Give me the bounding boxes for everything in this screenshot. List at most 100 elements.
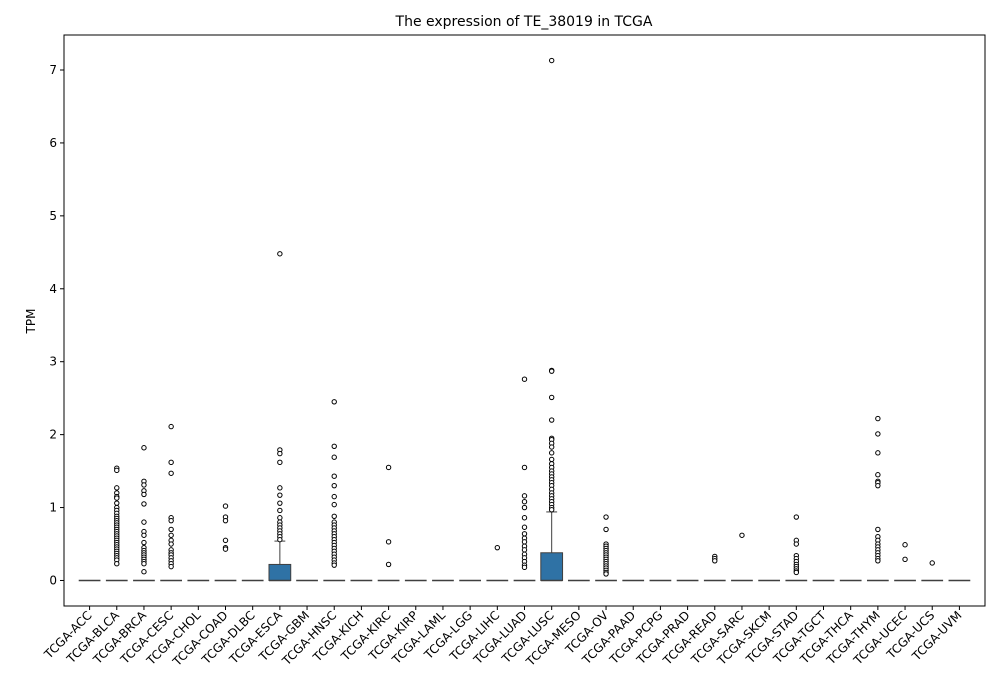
outlier-point	[222, 546, 229, 552]
box-group	[214, 503, 237, 582]
outlier-point	[114, 485, 120, 491]
box-group	[731, 532, 753, 582]
outlier-point	[875, 558, 881, 564]
outlier-point	[277, 450, 283, 457]
x-axis: TCGA-ACCTCGA-BLCATCGA-BRCATCGA-CESCTCGA-…	[41, 606, 965, 669]
y-tick-label: 3	[49, 355, 57, 369]
y-tick-label: 1	[49, 501, 57, 515]
outlier-point	[521, 499, 528, 505]
outlier-point	[114, 500, 120, 506]
outlier-point	[875, 431, 881, 437]
outlier-point	[331, 513, 337, 520]
outlier-point	[141, 491, 147, 498]
outlier-point	[277, 500, 283, 506]
outlier-point	[141, 482, 147, 488]
outlier-point	[385, 464, 392, 471]
outlier-point	[603, 571, 609, 577]
box-group	[785, 514, 808, 582]
outlier-point	[494, 544, 501, 551]
outlier-point	[603, 514, 609, 520]
outlier-point	[331, 399, 337, 405]
outlier-point	[521, 515, 528, 521]
box-group	[377, 464, 400, 582]
outlier-point	[603, 526, 609, 533]
outlier-point	[521, 539, 528, 545]
outlier-point	[277, 515, 283, 521]
outlier-point	[521, 376, 528, 382]
outlier-point	[548, 57, 555, 64]
outlier-point	[548, 456, 555, 463]
box-group	[513, 376, 536, 582]
outlier-point	[168, 517, 174, 524]
outlier-point	[277, 536, 283, 543]
y-tick-label: 6	[49, 136, 57, 150]
outlier-point	[277, 492, 283, 498]
outlier-point	[875, 415, 881, 422]
box-group	[540, 57, 564, 582]
box-group	[894, 542, 916, 582]
box-group	[160, 423, 183, 582]
outlier-point	[793, 569, 800, 576]
outlier-point	[548, 394, 555, 401]
outlier-point	[902, 556, 908, 563]
outlier-point	[141, 501, 147, 507]
outlier-point	[875, 526, 881, 533]
outlier-point	[141, 539, 147, 546]
outlier-point	[521, 547, 528, 553]
outlier-point	[331, 473, 337, 479]
outlier-point	[385, 561, 392, 568]
box-group	[105, 465, 128, 582]
box-rect	[268, 563, 292, 581]
outlier-point	[521, 524, 528, 530]
outlier-point	[385, 539, 392, 545]
outlier-point	[521, 464, 528, 471]
y-tick-label: 7	[49, 63, 57, 77]
box-group	[921, 560, 944, 582]
outlier-point	[548, 368, 555, 374]
outlier-point	[114, 495, 120, 501]
chart-title: The expression of TE_38019 in TCGA	[395, 14, 653, 30]
box-group	[323, 399, 346, 582]
outlier-point	[739, 532, 745, 538]
outlier-point	[277, 251, 283, 257]
outlier-point	[548, 507, 555, 513]
y-tick-label: 4	[49, 282, 57, 296]
outlier-point	[521, 531, 528, 537]
outlier-point	[141, 519, 147, 525]
box-group	[866, 415, 889, 582]
outlier-point	[277, 507, 283, 514]
outlier-point	[521, 564, 528, 571]
plot-area	[63, 34, 986, 607]
boxes	[78, 57, 971, 582]
y-tick-label: 5	[49, 209, 57, 223]
outlier-point	[141, 532, 147, 538]
box-group	[268, 251, 292, 582]
outlier-point	[141, 561, 147, 567]
outlier-point	[875, 450, 881, 456]
outlier-point	[875, 482, 881, 489]
outlier-point	[222, 503, 229, 509]
outlier-point	[712, 558, 718, 564]
y-axis-label: TPM	[24, 309, 38, 335]
outlier-point	[168, 526, 174, 533]
box-group	[595, 514, 617, 582]
outlier-point	[277, 485, 283, 491]
outlier-point	[222, 517, 229, 524]
outlier-point	[168, 423, 174, 430]
outlier-point	[141, 445, 147, 451]
outlier-point	[331, 501, 337, 508]
outlier-point	[168, 541, 174, 547]
box-group	[703, 553, 726, 582]
outlier-point	[331, 443, 337, 449]
outlier-point	[929, 560, 935, 566]
outlier-point	[222, 537, 229, 544]
box-group	[486, 544, 509, 582]
outlier-point	[548, 450, 555, 456]
outlier-point	[168, 532, 174, 538]
outlier-point	[548, 417, 555, 423]
outlier-point	[875, 472, 881, 478]
outlier-point	[114, 561, 120, 567]
outlier-point	[277, 459, 283, 466]
outlier-point	[521, 493, 528, 499]
y-tick-label: 0	[49, 573, 57, 587]
